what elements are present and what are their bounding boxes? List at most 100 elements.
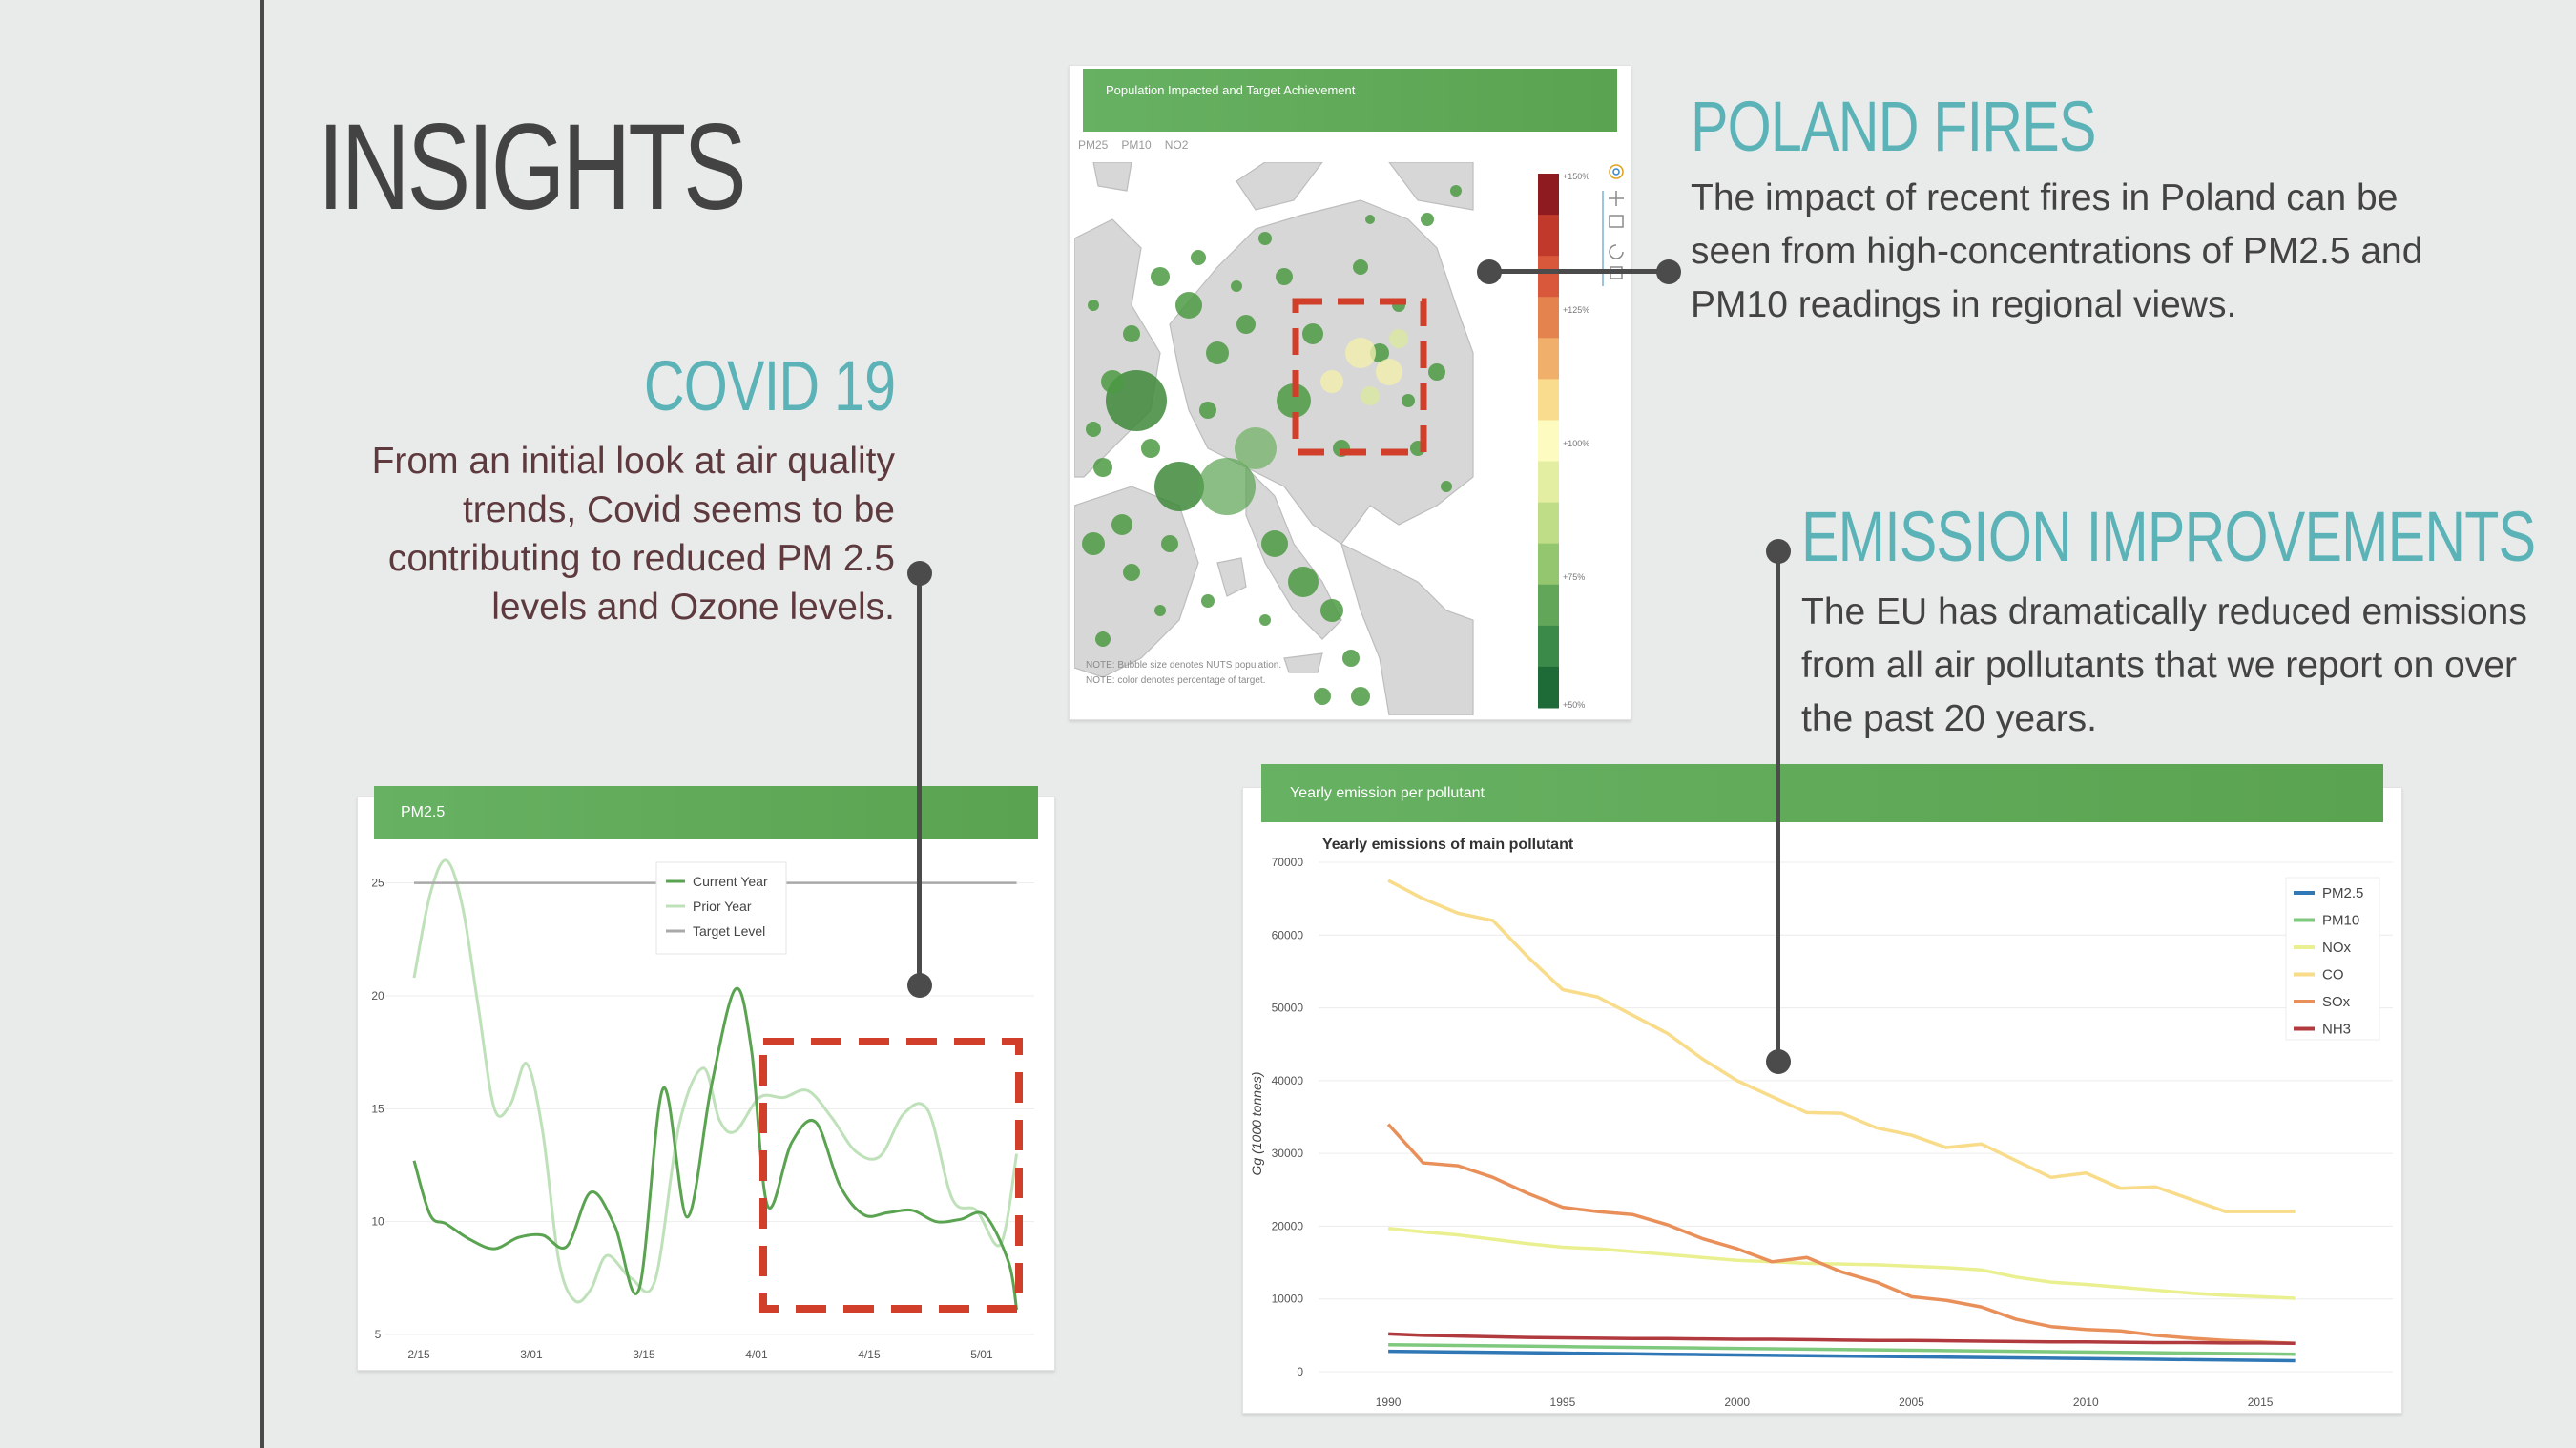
poland-highlight-box [1292, 298, 1427, 456]
scale-swatch [1538, 461, 1559, 504]
emission-body: The EU has dramatically reduced emission… [1801, 591, 2527, 739]
em-y-tick-label: 50000 [1272, 1002, 1304, 1015]
poland-connector-dot-right [1656, 259, 1681, 284]
reset-icon[interactable] [1609, 244, 1624, 259]
covid-title: COVID 19 [643, 346, 896, 425]
scale-swatch [1538, 256, 1559, 298]
scale-label: +150% [1563, 172, 1589, 181]
em-legend-label: NH3 [2322, 1022, 2351, 1038]
em-series-nh3 [1388, 1332, 2296, 1345]
emission-chart: Yearly emissions of main pollutant 0 10000… [1249, 837, 2393, 1409]
tab-no2[interactable]: NO2 [1164, 138, 1189, 152]
emission-connector-dot-bottom [1766, 1049, 1791, 1074]
map-note-1: NOTE: Bubble size denotes NUTS populatio… [1086, 660, 1281, 671]
pm-series-current-year [412, 986, 1019, 1311]
scale-swatch [1538, 666, 1559, 709]
pm-y-tick-label: 25 [371, 877, 384, 890]
emission-connector [1776, 551, 1780, 1062]
scale-swatch [1538, 215, 1559, 257]
covid-connector-dot-top [907, 561, 932, 586]
map-tabs: PM25 PM10 NO2 [1078, 138, 1188, 152]
emission-title: EMISSION IMPROVEMENTS [1801, 497, 2536, 576]
map-visual: NOTE: Bubble size denotes NUTS populatio… [1074, 162, 1624, 715]
pm-series-prior-year [412, 858, 1019, 1304]
pm-x-tick-label: 3/01 [520, 1348, 543, 1361]
scale-label: +75% [1563, 572, 1585, 582]
em-legend-label: NOx [2322, 940, 2352, 956]
color-scale: +150% +125% +100% +75% +50% [1538, 172, 1589, 710]
em-legend-box [2285, 877, 2380, 1041]
scale-swatch [1538, 297, 1559, 339]
em-series-nox [1387, 1226, 2296, 1300]
map-toolbar [1602, 164, 1624, 286]
pm25-chart: 5 10 15 20 25 2/15 3/01 3/15 4/01 4/15 5/01 Current… [371, 858, 1034, 1361]
scale-swatch [1538, 338, 1559, 380]
em-y-tick-label: 40000 [1272, 1074, 1304, 1087]
covid-connector [917, 572, 922, 985]
scale-label: +125% [1563, 305, 1589, 315]
poland-connector [1481, 269, 1672, 274]
color-wheel-icon[interactable] [1609, 164, 1624, 179]
em-x-tick-label: 2000 [1724, 1396, 1750, 1409]
pm-legend: Current Year Prior Year Target Level [655, 861, 787, 955]
tab-pm10[interactable]: PM10 [1121, 138, 1152, 152]
map-yellow-bubbles [1320, 329, 1408, 405]
pm-legend-label: Target Level [693, 923, 765, 939]
pm-y-tick-label: 20 [371, 989, 384, 1003]
em-series-pm10 [1388, 1343, 2296, 1356]
scale-swatch [1538, 543, 1559, 586]
emission-card [1242, 787, 2402, 1414]
pm-x-tick-label: 3/15 [633, 1348, 655, 1361]
em-y-tick-label: 60000 [1272, 928, 1304, 941]
em-x-tick-label: 2005 [1899, 1396, 1924, 1409]
pm-x-tick-label: 5/01 [970, 1348, 993, 1361]
em-series-co [1387, 879, 2296, 1213]
emission-chart-title: Yearly emissions of main pollutant [1322, 837, 1574, 853]
emission-connector-dot-top [1766, 539, 1791, 564]
pan-icon[interactable] [1609, 191, 1624, 206]
em-y-tick-label: 30000 [1272, 1147, 1304, 1160]
em-x-tick-label: 1995 [1550, 1396, 1576, 1409]
scale-swatch [1538, 174, 1559, 216]
scale-label: +50% [1563, 700, 1585, 710]
pm-x-tick-label: 4/01 [745, 1348, 768, 1361]
em-legend-label: CO [2322, 967, 2344, 983]
pm-y-tick-label: 15 [371, 1102, 384, 1115]
pm-legend-label: Current Year [693, 874, 768, 889]
map-card-banner: Population Impacted and Target Achieveme… [1083, 69, 1617, 132]
map-note-2: NOTE: color denotes percentage of target… [1086, 675, 1265, 686]
left-vertical-rule [260, 0, 264, 1448]
em-series-pm25 [1388, 1349, 2296, 1363]
scale-swatch [1538, 584, 1559, 627]
emission-card-banner: Yearly emission per pollutant [1261, 764, 2383, 822]
poland-connector-dot-left [1477, 259, 1502, 284]
em-legend-label: PM10 [2322, 913, 2359, 929]
covid-connector-dot-bottom [907, 973, 932, 998]
scale-swatch [1538, 502, 1559, 545]
pm-x-tick-label: 4/15 [858, 1348, 881, 1361]
scale-swatch [1538, 420, 1559, 463]
pm-y-tick-label: 5 [375, 1328, 382, 1341]
slide-title: INSIGHTS [318, 99, 747, 236]
em-x-tick-label: 2015 [2248, 1396, 2274, 1409]
tab-pm25[interactable]: PM25 [1078, 138, 1109, 152]
map-bubbles [1082, 185, 1462, 706]
poland-body: The impact of recent fires in Poland can… [1691, 177, 2423, 325]
em-series-sox [1386, 1123, 2296, 1345]
scale-label: +100% [1563, 439, 1589, 448]
map-landmass [1074, 162, 1474, 715]
scale-swatch [1538, 379, 1559, 421]
em-x-tick-label: 2010 [2073, 1396, 2099, 1409]
em-y-tick-label: 10000 [1272, 1293, 1304, 1306]
em-y-tick-label: 70000 [1272, 856, 1304, 869]
em-legend-label: SOx [2322, 994, 2351, 1010]
em-legend-label: PM2.5 [2322, 885, 2363, 901]
em-y-tick-label: 20000 [1272, 1219, 1304, 1232]
scale-swatch [1538, 625, 1559, 668]
pm-legend-label: Prior Year [693, 899, 752, 914]
pm-legend-box [655, 861, 787, 955]
em-legend: PM2.5 PM10 NOx CO SOx NH3 [2285, 877, 2380, 1041]
pm25-card-banner: PM2.5 [374, 786, 1038, 839]
em-y-tick-label: 0 [1297, 1365, 1303, 1378]
box-zoom-icon[interactable] [1609, 215, 1624, 228]
